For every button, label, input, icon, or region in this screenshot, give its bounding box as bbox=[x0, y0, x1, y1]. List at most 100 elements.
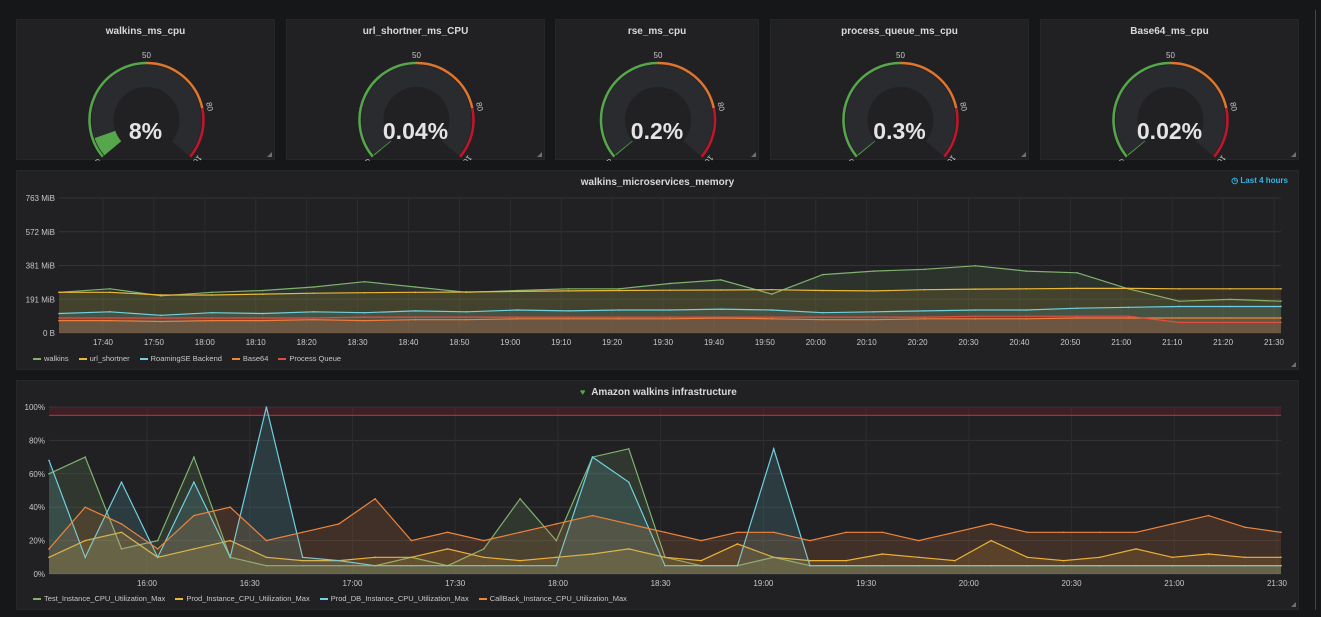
data-point bbox=[363, 311, 366, 314]
data-point bbox=[881, 564, 884, 567]
data-point bbox=[312, 310, 315, 313]
resize-handle[interactable] bbox=[267, 152, 272, 157]
gauge-tick-min: 0 bbox=[362, 156, 372, 161]
x-tick-label: 21:00 bbox=[1111, 338, 1132, 347]
data-point bbox=[1280, 305, 1282, 308]
data-point bbox=[974, 264, 977, 267]
legend-item[interactable]: RoamingSE Backend bbox=[139, 354, 222, 363]
page-scrollbar[interactable] bbox=[1315, 10, 1316, 610]
data-point bbox=[160, 314, 162, 317]
data-point bbox=[410, 539, 413, 542]
legend-item[interactable]: walkins bbox=[33, 354, 69, 363]
gauge-panel: Base64_ms_cpu 0 50 80 100 0.02% bbox=[1040, 19, 1299, 161]
data-point bbox=[1229, 287, 1231, 290]
data-point bbox=[555, 523, 558, 525]
resize-handle[interactable] bbox=[1021, 152, 1026, 157]
y-tick-label: 572 MiB bbox=[26, 228, 55, 237]
data-point bbox=[1025, 315, 1028, 317]
data-point bbox=[109, 319, 111, 322]
data-point bbox=[881, 531, 884, 534]
gauge-dial: 0 50 80 100 bbox=[599, 51, 727, 161]
data-point bbox=[771, 318, 773, 320]
legend-item[interactable]: Process Queue bbox=[278, 354, 341, 363]
resize-handle[interactable] bbox=[1291, 602, 1296, 607]
gauge-title[interactable]: rse_ms_cpu bbox=[627, 26, 687, 37]
data-point bbox=[446, 531, 449, 534]
data-point bbox=[720, 279, 722, 281]
data-point bbox=[229, 506, 231, 508]
panel-title[interactable]: walkins_microservices_memory bbox=[580, 177, 735, 188]
data-point bbox=[312, 317, 315, 319]
legend-item[interactable]: Test_Instance_CPU_Utilization_Max bbox=[33, 594, 165, 603]
data-point bbox=[1207, 564, 1210, 567]
data-point bbox=[156, 539, 159, 542]
data-point bbox=[591, 456, 594, 458]
data-point bbox=[84, 539, 87, 542]
resize-handle[interactable] bbox=[1291, 362, 1296, 367]
data-point bbox=[84, 506, 87, 508]
panel-title[interactable]: ♥ Amazon walkins infrastructure bbox=[17, 387, 1298, 398]
data-point bbox=[374, 498, 376, 500]
x-tick-label: 18:40 bbox=[398, 338, 419, 347]
data-point bbox=[446, 564, 449, 567]
gauge-title[interactable]: Base64_ms_cpu bbox=[1130, 26, 1209, 37]
data-point bbox=[567, 287, 569, 290]
gauge-title[interactable]: url_shortner_ms_CPU bbox=[362, 26, 469, 37]
legend-item[interactable]: CallBack_Instance_CPU_Utilization_Max bbox=[478, 594, 627, 603]
x-tick-label: 21:00 bbox=[1164, 579, 1185, 588]
data-point bbox=[974, 315, 977, 317]
resize-handle[interactable] bbox=[1291, 152, 1296, 157]
data-point bbox=[990, 539, 992, 542]
data-point bbox=[700, 559, 703, 562]
resize-handle[interactable] bbox=[751, 152, 756, 157]
data-point bbox=[261, 289, 264, 292]
data-point bbox=[414, 310, 417, 312]
resize-handle[interactable] bbox=[537, 152, 542, 157]
gauge-panel: url_shortner_ms_CPU 0 50 80 100 0.04% bbox=[286, 19, 545, 161]
data-point bbox=[1135, 564, 1137, 567]
data-point bbox=[312, 286, 315, 288]
gauge-title[interactable]: walkins_ms_cpu bbox=[105, 26, 186, 37]
infra-chart[interactable]: 100% 80% 60% 40% 20% 0% 16:00 16:30 17:00 17:30 18… bbox=[17, 381, 1300, 611]
gauge-tick-max: 100 bbox=[458, 153, 474, 161]
x-tick-label: 19:20 bbox=[602, 338, 623, 347]
data-point bbox=[845, 559, 847, 562]
gauge-track bbox=[91, 65, 202, 156]
data-point bbox=[664, 556, 666, 559]
legend-item[interactable]: Base64 bbox=[231, 354, 268, 363]
data-point bbox=[193, 481, 195, 483]
legend-item[interactable]: Prod_Instance_CPU_Utilization_Max bbox=[175, 594, 310, 603]
x-tick-label: 18:30 bbox=[651, 579, 672, 588]
gauge-tick-mid: 50 bbox=[896, 51, 905, 60]
gauge-tick-warn: 80 bbox=[716, 101, 727, 112]
data-point bbox=[917, 556, 920, 559]
data-point bbox=[720, 316, 722, 318]
data-point bbox=[1025, 287, 1028, 290]
memory-panel: walkins_microservices_memory ◷ Last 4 ho… bbox=[16, 170, 1299, 370]
x-tick-label: 19:10 bbox=[551, 338, 572, 347]
x-tick-label: 19:00 bbox=[753, 579, 774, 588]
data-point bbox=[664, 564, 666, 567]
legend-item[interactable]: Prod_DB_Instance_CPU_Utilization_Max bbox=[319, 594, 469, 603]
legend-item[interactable]: url_shortner bbox=[78, 354, 130, 363]
memory-chart[interactable]: 763 MiB 572 MiB 381 MiB 191 MiB 0 B 17:40 17:5… bbox=[17, 171, 1300, 371]
data-point bbox=[301, 564, 304, 567]
data-point bbox=[990, 523, 992, 525]
data-point bbox=[954, 531, 956, 534]
data-point bbox=[210, 311, 213, 314]
y-tick-label: 191 MiB bbox=[26, 295, 55, 304]
data-point bbox=[84, 456, 87, 458]
data-point bbox=[363, 291, 366, 294]
x-tick-label: 19:30 bbox=[856, 579, 877, 588]
time-range-indicator[interactable]: ◷ Last 4 hours bbox=[1231, 176, 1288, 185]
data-point bbox=[872, 318, 875, 321]
data-point bbox=[1099, 564, 1101, 567]
data-point bbox=[410, 564, 413, 567]
memory-legend: walkins url_shortner RoamingSE Backend Base… bbox=[33, 354, 341, 363]
gauge-title[interactable]: process_queue_ms_cpu bbox=[841, 26, 958, 37]
gauge-value: 0.04% bbox=[382, 118, 449, 144]
gauge-value: 8% bbox=[128, 118, 163, 144]
threshold-band-critical bbox=[189, 107, 205, 158]
data-point bbox=[1025, 318, 1028, 320]
data-point bbox=[1127, 306, 1130, 309]
